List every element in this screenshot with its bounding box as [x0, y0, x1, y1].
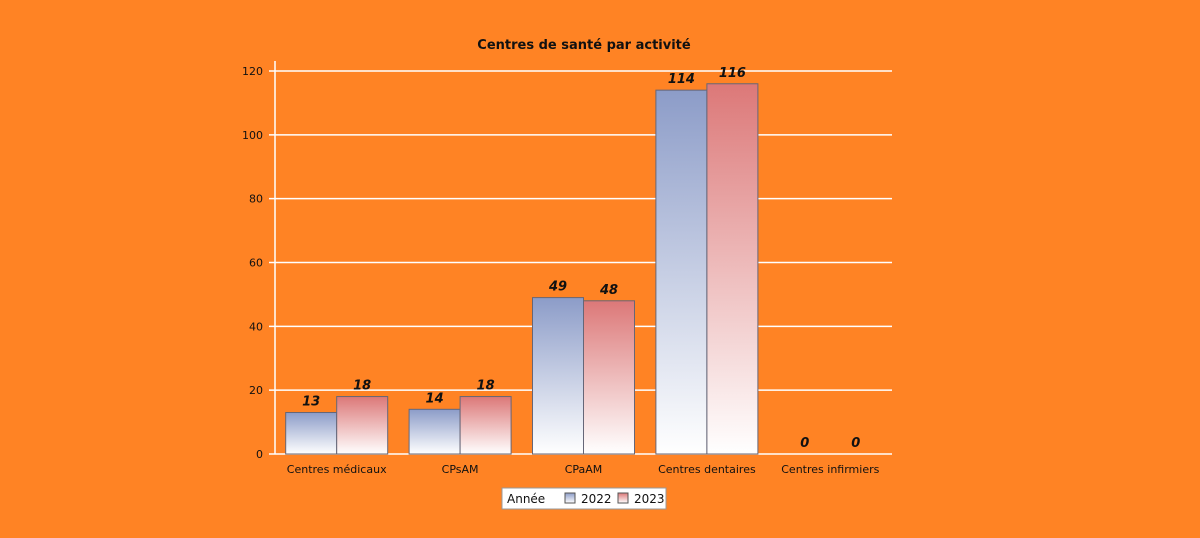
y-tick-label: 100 [242, 129, 263, 142]
data-label: 48 [599, 283, 618, 298]
bar-2022 [285, 412, 338, 455]
x-tick-label: CPsAM [442, 463, 479, 476]
y-tick-label: 120 [242, 65, 263, 78]
data-label: 49 [548, 280, 567, 295]
legend-label-2022: 2022 [581, 492, 612, 506]
legend: Année 2022 2023 [501, 487, 667, 510]
bar-2022 [655, 89, 708, 455]
y-tick-label: 80 [249, 193, 263, 206]
x-tick-label: Centres dentaires [658, 463, 756, 476]
bar-2023 [583, 300, 635, 455]
y-tick-label: 0 [256, 448, 263, 461]
x-tick-label: Centres médicaux [287, 463, 387, 476]
data-label: 0 [800, 436, 809, 451]
data-label: 14 [426, 391, 444, 406]
data-label: 18 [353, 379, 371, 394]
bar-2023 [706, 83, 759, 455]
x-tick-label: Centres infirmiers [781, 463, 879, 476]
data-label: 13 [302, 395, 320, 410]
legend-title: Année [507, 492, 545, 506]
legend-swatch-2022 [564, 492, 576, 504]
bar-2023 [336, 396, 389, 455]
y-tick-label: 20 [249, 384, 263, 397]
data-label: 114 [668, 72, 695, 87]
bar-2022 [408, 408, 461, 455]
bar-2023 [459, 396, 512, 455]
y-tick-label: 40 [249, 320, 263, 333]
legend-swatch-2023 [617, 492, 629, 504]
x-tick-label: CPaAM [565, 463, 603, 476]
legend-label-2023: 2023 [634, 492, 665, 506]
y-tick-label: 60 [249, 257, 263, 270]
chart-title: Centres de santé par activité [477, 38, 691, 53]
data-label: 116 [719, 66, 746, 81]
data-label: 18 [477, 379, 495, 394]
data-label: 0 [851, 436, 860, 451]
bar-2022 [532, 297, 584, 455]
